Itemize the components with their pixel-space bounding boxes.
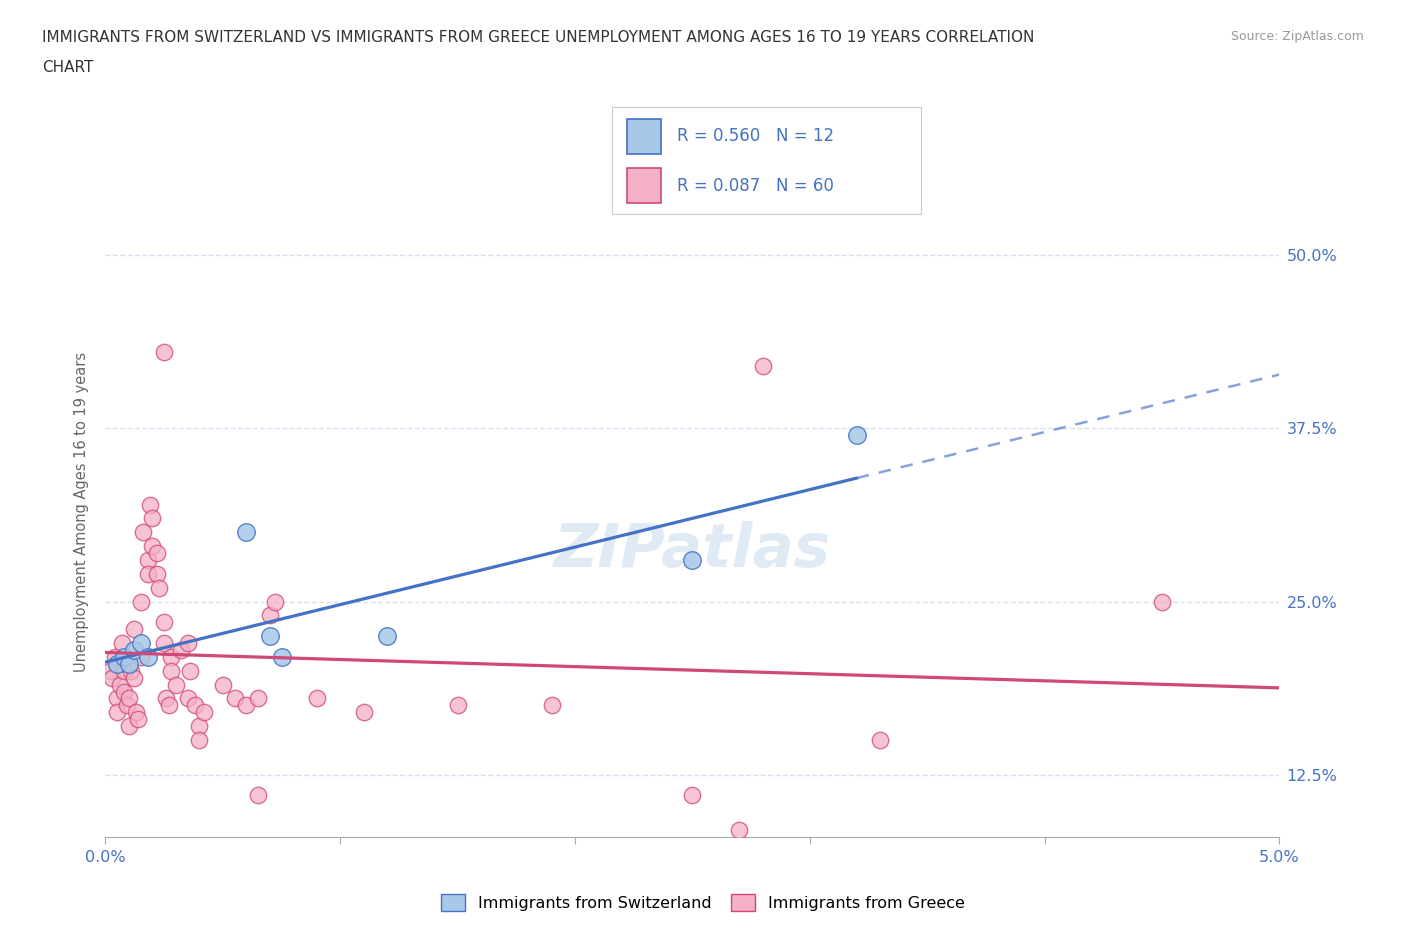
- Point: [141, 538, 163, 553]
- Point: [139, 498, 162, 512]
- Point: [146, 546, 169, 561]
- Point: [193, 705, 215, 720]
- Point: [118, 719, 141, 734]
- Point: [112, 663, 135, 678]
- Point: [146, 566, 169, 581]
- Point: [165, 677, 187, 692]
- Point: [122, 671, 145, 685]
- Point: [176, 691, 198, 706]
- Point: [153, 615, 176, 630]
- Point: [118, 657, 141, 671]
- Point: [540, 698, 562, 713]
- Point: [105, 705, 128, 720]
- Point: [681, 788, 703, 803]
- Y-axis label: Unemployment Among Ages 16 to 19 years: Unemployment Among Ages 16 to 19 years: [75, 352, 90, 671]
- Point: [305, 691, 328, 706]
- Point: [353, 705, 375, 720]
- Point: [247, 788, 270, 803]
- Text: R = 0.087   N = 60: R = 0.087 N = 60: [676, 177, 834, 194]
- Point: [235, 698, 257, 713]
- Legend: Immigrants from Switzerland, Immigrants from Greece: Immigrants from Switzerland, Immigrants …: [434, 888, 972, 917]
- FancyBboxPatch shape: [627, 119, 661, 154]
- Text: IMMIGRANTS FROM SWITZERLAND VS IMMIGRANTS FROM GREECE UNEMPLOYMENT AMONG AGES 16: IMMIGRANTS FROM SWITZERLAND VS IMMIGRANT…: [42, 30, 1035, 45]
- Point: [224, 691, 246, 706]
- Point: [108, 677, 131, 692]
- Point: [105, 657, 128, 671]
- Point: [129, 635, 152, 650]
- Point: [98, 663, 121, 678]
- Point: [183, 698, 205, 713]
- Point: [136, 566, 159, 581]
- Point: [845, 428, 868, 443]
- Point: [155, 691, 177, 706]
- Point: [120, 663, 142, 678]
- Point: [129, 649, 152, 664]
- Point: [1150, 594, 1173, 609]
- Point: [132, 525, 155, 539]
- Point: [752, 359, 775, 374]
- FancyBboxPatch shape: [627, 168, 661, 204]
- Text: CHART: CHART: [42, 60, 94, 75]
- Point: [141, 511, 163, 525]
- Point: [136, 649, 159, 664]
- Point: [176, 635, 198, 650]
- Point: [101, 671, 124, 685]
- Point: [125, 705, 148, 720]
- Point: [259, 629, 281, 644]
- Point: [235, 525, 257, 539]
- Point: [375, 629, 398, 644]
- Point: [179, 663, 201, 678]
- Point: [270, 649, 292, 664]
- Point: [112, 684, 135, 699]
- Point: [188, 733, 211, 748]
- Point: [136, 552, 159, 567]
- Point: [127, 711, 149, 726]
- Point: [447, 698, 470, 713]
- Point: [112, 649, 135, 664]
- Point: [122, 622, 145, 637]
- Point: [115, 698, 138, 713]
- Text: R = 0.560   N = 12: R = 0.560 N = 12: [676, 127, 834, 145]
- Point: [111, 635, 134, 650]
- Point: [105, 691, 128, 706]
- Text: ZIPatlas: ZIPatlas: [554, 521, 831, 580]
- Point: [160, 649, 183, 664]
- Point: [157, 698, 180, 713]
- Point: [681, 552, 703, 567]
- Text: Source: ZipAtlas.com: Source: ZipAtlas.com: [1230, 30, 1364, 43]
- Point: [122, 643, 145, 658]
- Point: [153, 345, 176, 360]
- Point: [259, 608, 281, 623]
- Point: [118, 691, 141, 706]
- Point: [869, 733, 891, 748]
- Point: [728, 823, 751, 838]
- Point: [247, 691, 270, 706]
- Point: [211, 677, 233, 692]
- Point: [160, 663, 183, 678]
- Point: [169, 643, 191, 658]
- Point: [263, 594, 285, 609]
- Point: [188, 719, 211, 734]
- Point: [104, 649, 127, 664]
- Point: [129, 594, 152, 609]
- Point: [153, 635, 176, 650]
- Point: [148, 580, 170, 595]
